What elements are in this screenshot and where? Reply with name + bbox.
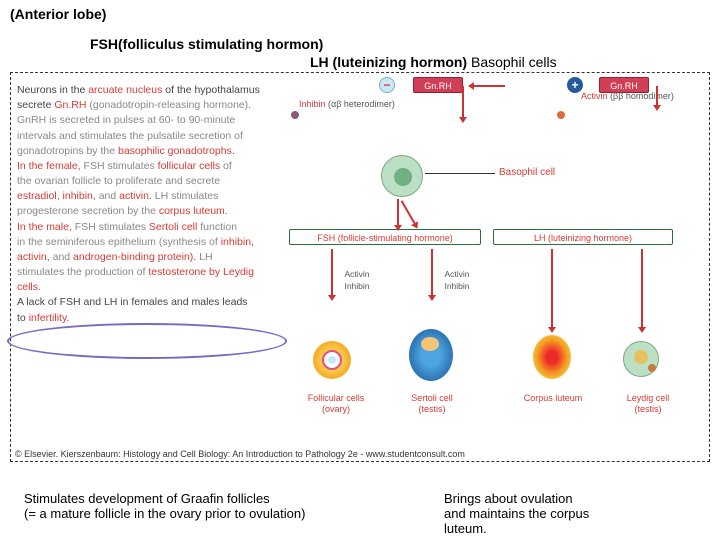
- corpus-label: Corpus luteum: [513, 393, 593, 404]
- description-text: Neurons in the arcuate nucleus of the hy…: [17, 83, 283, 326]
- activin-dot: [557, 111, 565, 119]
- arrow-fsh-2: [431, 249, 433, 295]
- arrow-baso-fsh: [397, 199, 399, 225]
- activin-lbl-2: Activin: [437, 269, 477, 279]
- activin-label: Activin (ββ homodimer): [581, 91, 701, 101]
- fsh-bar: FSH (follicle-stimulating hormone): [289, 229, 481, 245]
- leydig-cell: [623, 341, 659, 377]
- gnrh2-down: [656, 86, 658, 106]
- basophil-line: [425, 173, 495, 174]
- basophil-label: Basophil cell: [499, 167, 555, 178]
- follicular-label: Follicular cells (ovary): [301, 393, 371, 415]
- lh-title: LH (luteinizing hormon): [310, 54, 467, 70]
- lh-bar: LH (luteinizing hormone): [493, 229, 673, 245]
- minus-sign: −: [379, 77, 395, 93]
- basophil-note: Basophil cells: [471, 54, 557, 70]
- arrow-lh-2: [641, 249, 643, 327]
- lh-title-row: LH (luteinizing hormon) Basophil cells: [310, 54, 720, 70]
- activin-lbl-1: Activin: [337, 269, 377, 279]
- anterior-lobe-title: (Anterior lobe): [10, 6, 720, 22]
- fsh-title: FSH(folliculus stimulating hormon): [90, 36, 720, 52]
- corpus-luteum: [533, 335, 571, 379]
- sertoli-cell: [409, 329, 453, 381]
- lh-caption: Brings about ovulation and maintains the…: [444, 491, 589, 536]
- copyright-text: © Elsevier. Kierszenbaum: Histology and …: [15, 449, 465, 459]
- signal-row: Gn.RH Gn.RH − + Inhibin (αβ heterodimer)…: [287, 77, 703, 135]
- diagram-container: Neurons in the arcuate nucleus of the hy…: [10, 72, 710, 462]
- inhibin-lbl-2: Inhibin: [437, 281, 477, 291]
- arrow-lh-1: [551, 249, 553, 327]
- basophil-cell: [381, 155, 423, 197]
- footer-captions: Stimulates development of Graafin follic…: [24, 491, 710, 536]
- highlight-ellipse: [7, 323, 287, 359]
- gnrh-box-1: Gn.RH: [413, 77, 463, 93]
- gnrh1-down: [462, 86, 464, 118]
- arrow-fsh-1: [331, 249, 333, 295]
- inhibin-label: Inhibin (αβ heterodimer): [299, 99, 399, 109]
- sertoli-label: Sertoli cell (testis): [401, 393, 463, 415]
- follicular-cell: [313, 341, 351, 379]
- inhibin-dot: [291, 111, 299, 119]
- leydig-label: Leydig cell (testis): [613, 393, 683, 415]
- gnrh1-arrow: [473, 85, 505, 87]
- fsh-caption: Stimulates development of Graafin follic…: [24, 491, 424, 536]
- inhibin-lbl-1: Inhibin: [337, 281, 377, 291]
- arrow-baso-lh: [401, 200, 416, 224]
